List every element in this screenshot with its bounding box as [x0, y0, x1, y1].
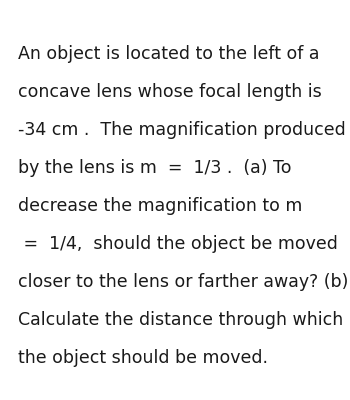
Text: decrease the magnification to m: decrease the magnification to m	[18, 197, 302, 215]
Text: -34 cm .  The magnification produced: -34 cm . The magnification produced	[18, 121, 346, 139]
Text: An object is located to the left of a: An object is located to the left of a	[18, 45, 320, 63]
Text: the object should be moved.: the object should be moved.	[18, 349, 268, 367]
Text: =  1/4,  should the object be moved: = 1/4, should the object be moved	[18, 235, 338, 253]
Text: Calculate the distance through which: Calculate the distance through which	[18, 311, 343, 329]
Text: closer to the lens or farther away? (b): closer to the lens or farther away? (b)	[18, 273, 348, 291]
Text: concave lens whose focal length is: concave lens whose focal length is	[18, 83, 322, 101]
Text: by the lens is m  =  1/3 .  (a) To: by the lens is m = 1/3 . (a) To	[18, 159, 292, 177]
